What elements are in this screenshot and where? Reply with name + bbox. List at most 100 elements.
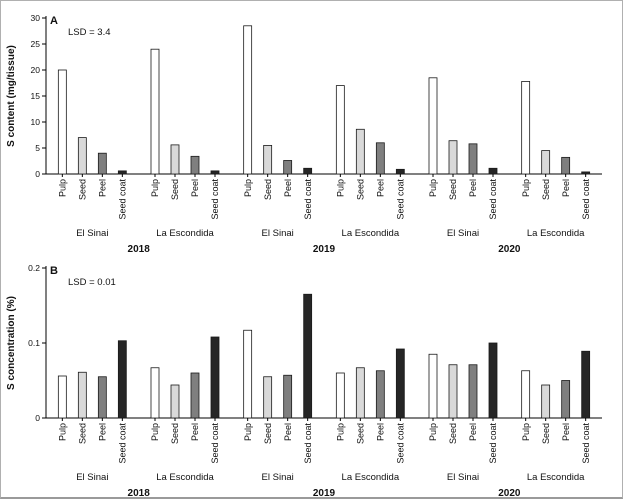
- bar-peel: [375, 142, 385, 175]
- bar-peel: [561, 156, 571, 175]
- tissue-label: Pulp: [58, 423, 68, 441]
- bar-peel: [375, 370, 385, 419]
- tissue-label: Pulp: [336, 423, 346, 441]
- bar-seed: [448, 140, 458, 175]
- tissue-label: Seed: [263, 423, 273, 444]
- bar-pulp: [243, 25, 253, 175]
- lsd-annotation: LSD = 0.01: [68, 277, 116, 288]
- panel-b-chart: 0 0.1 0.2 S concentration (%) B LSD = 0.01 Pul…: [6, 263, 602, 499]
- year-label: 2019: [313, 244, 336, 254]
- tissue-label: Seed coat: [118, 179, 128, 220]
- tissue-label: Seed coat: [210, 423, 220, 464]
- tissue-label: Seed: [356, 423, 366, 444]
- lsd-annotation: LSD = 3.4: [68, 27, 111, 38]
- bar-seed-coat: [581, 350, 591, 419]
- bar-pulp: [521, 370, 531, 419]
- bar-seed-coat: [210, 170, 220, 175]
- bar-seed-coat: [303, 293, 313, 419]
- bar-peel: [283, 160, 293, 175]
- tissue-label: Seed: [170, 179, 180, 200]
- bar-seed: [263, 144, 273, 175]
- panel-a-chart: 0 5 10 15 20 25 30 S content (mg/tissue) A LSD = …: [6, 13, 602, 254]
- bar-seed-coat: [303, 167, 313, 175]
- location-label: El Sinai: [447, 472, 479, 483]
- tissue-label: Seed coat: [396, 179, 406, 220]
- bar-peel: [190, 155, 200, 175]
- bar-pulp: [428, 353, 438, 419]
- bar-seed: [355, 128, 365, 175]
- year-label: 2020: [498, 244, 521, 254]
- tissue-label: Seed coat: [488, 423, 498, 464]
- tissue-label: Peel: [98, 179, 108, 197]
- panel-label: B: [50, 265, 58, 277]
- tissue-label: Seed: [170, 423, 180, 444]
- tissue-label: Seed coat: [396, 423, 406, 464]
- year-label: 2018: [128, 244, 151, 254]
- tissue-label: Pulp: [150, 423, 160, 441]
- tissue-label: Seed coat: [303, 423, 313, 464]
- location-label: La Escondida: [342, 472, 400, 483]
- y-axis-title: S concentration (%): [6, 296, 17, 390]
- bar-peel: [561, 380, 571, 419]
- year-label: 2018: [128, 488, 151, 499]
- tissue-label: Peel: [376, 423, 386, 441]
- bar-pulp: [335, 85, 345, 175]
- y-tick-label: 25: [31, 39, 41, 49]
- tissue-label: Pulp: [521, 423, 531, 441]
- tissue-label: Seed coat: [303, 179, 313, 220]
- tissue-label: Seed coat: [488, 179, 498, 220]
- tissue-label: Seed: [356, 179, 366, 200]
- location-label: El Sinai: [447, 228, 479, 239]
- tissue-label: Pulp: [243, 179, 253, 197]
- tissue-label: Peel: [561, 179, 571, 197]
- tissue-label: Seed coat: [118, 423, 128, 464]
- bar-seed: [448, 364, 458, 419]
- year-label: 2019: [313, 488, 336, 499]
- tissue-label: Peel: [283, 179, 293, 197]
- bar-pulp: [428, 77, 438, 175]
- bar-peel: [190, 372, 200, 419]
- bar-seed: [170, 144, 180, 175]
- tissue-label: Pulp: [336, 179, 346, 197]
- bar-peel: [283, 374, 293, 419]
- bar-seed: [541, 150, 551, 175]
- y-tick-label: 0: [35, 413, 40, 423]
- location-label: La Escondida: [156, 472, 214, 483]
- panel-label: A: [50, 15, 58, 27]
- tissue-label: Peel: [190, 179, 200, 197]
- bar-seed: [355, 367, 365, 419]
- bar-seed-coat: [117, 170, 127, 175]
- bar-pulp: [57, 69, 67, 175]
- tissue-label: Pulp: [521, 179, 531, 197]
- tissue-label: Seed: [541, 179, 551, 200]
- bar-pulp: [243, 329, 253, 419]
- bar-seed: [541, 384, 551, 419]
- bar-peel: [468, 143, 478, 175]
- tissue-label: Seed: [448, 179, 458, 200]
- location-label: El Sinai: [76, 228, 108, 239]
- bar-seed-coat: [395, 348, 405, 419]
- year-label: 2020: [498, 488, 521, 499]
- tissue-label: Seed: [78, 179, 88, 200]
- tissue-label: Peel: [468, 423, 478, 441]
- tissue-label: Peel: [468, 179, 478, 197]
- bar-seed: [170, 384, 180, 419]
- bar-peel: [97, 376, 107, 419]
- y-tick-label: 0.1: [28, 338, 40, 348]
- tissue-label: Peel: [283, 423, 293, 441]
- bar-peel: [97, 152, 107, 175]
- tissue-label: Peel: [190, 423, 200, 441]
- tissue-label: Seed coat: [581, 423, 591, 464]
- y-tick-label: 10: [31, 117, 41, 127]
- location-label: El Sinai: [262, 472, 294, 483]
- tissue-label: Peel: [376, 179, 386, 197]
- bar-seed-coat: [210, 336, 220, 419]
- location-label: El Sinai: [262, 228, 294, 239]
- tissue-label: Pulp: [428, 179, 438, 197]
- bar-pulp: [335, 372, 345, 419]
- tissue-label: Pulp: [150, 179, 160, 197]
- bar-seed-coat: [581, 171, 591, 175]
- y-tick-label: 15: [31, 91, 41, 101]
- location-label: La Escondida: [527, 228, 585, 239]
- location-label: La Escondida: [342, 228, 400, 239]
